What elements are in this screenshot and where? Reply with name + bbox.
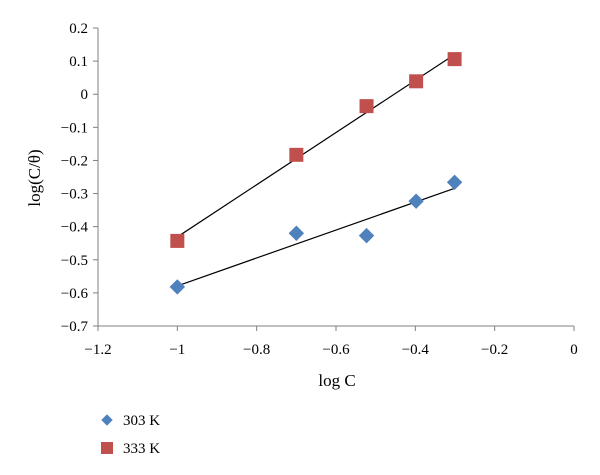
- y-tick-label: −0.2: [61, 153, 88, 169]
- x-tick-label: −0.2: [481, 342, 508, 358]
- point-303-k: [358, 227, 375, 244]
- trendline-303-k: [177, 187, 455, 287]
- y-tick-label: −0.5: [61, 253, 88, 269]
- x-tick-label: −1: [169, 342, 185, 358]
- point-303-k: [288, 225, 305, 241]
- point-303-k: [446, 174, 463, 191]
- x-axis: −1.2 −1 −0.8 −0.6 −0.4 −0.2 0: [84, 326, 578, 358]
- trendlines: [177, 53, 455, 287]
- y-tick-label: −0.4: [61, 220, 89, 236]
- legend-label-333-k: 333 K: [123, 441, 160, 457]
- y-axis: 0.2 0.1 0 −0.1 −0.2 −0.3 −0.4 −0.5 −0.6 −0.7: [61, 21, 98, 335]
- y-tick-label: −0.7: [61, 319, 89, 335]
- point-333-k: [359, 99, 374, 114]
- point-333-k: [409, 74, 424, 89]
- x-tick-label: −0.8: [243, 342, 270, 358]
- y-tick-label: 0.2: [69, 21, 88, 37]
- y-tick-label: −0.3: [61, 187, 88, 203]
- x-tick-label: 0: [570, 342, 578, 358]
- data-points: [169, 52, 463, 295]
- point-303-k: [169, 279, 186, 295]
- plot-area: [97, 28, 574, 327]
- y-tick-label: −0.1: [61, 120, 88, 136]
- x-tick-label: −1.2: [84, 342, 111, 358]
- point-333-k: [170, 233, 185, 248]
- y-tick-label: 0.1: [69, 54, 88, 70]
- legend: 303 K 333 K: [101, 413, 160, 457]
- y-axis-title: log(C/θ): [25, 149, 44, 206]
- point-303-k: [408, 193, 424, 209]
- legend-marker-303-k: [101, 414, 113, 426]
- point-333-k: [289, 147, 304, 162]
- trendline-333-k: [177, 53, 455, 238]
- legend-marker-333-k: [101, 442, 113, 454]
- legend-label-303-k: 303 K: [123, 413, 160, 429]
- y-tick-label: 0: [81, 87, 89, 103]
- x-tick-label: −0.4: [402, 342, 430, 358]
- point-333-k: [447, 52, 462, 67]
- x-axis-title: log C: [318, 371, 355, 390]
- y-tick-label: −0.6: [61, 286, 89, 302]
- x-tick-label: −0.6: [322, 342, 350, 358]
